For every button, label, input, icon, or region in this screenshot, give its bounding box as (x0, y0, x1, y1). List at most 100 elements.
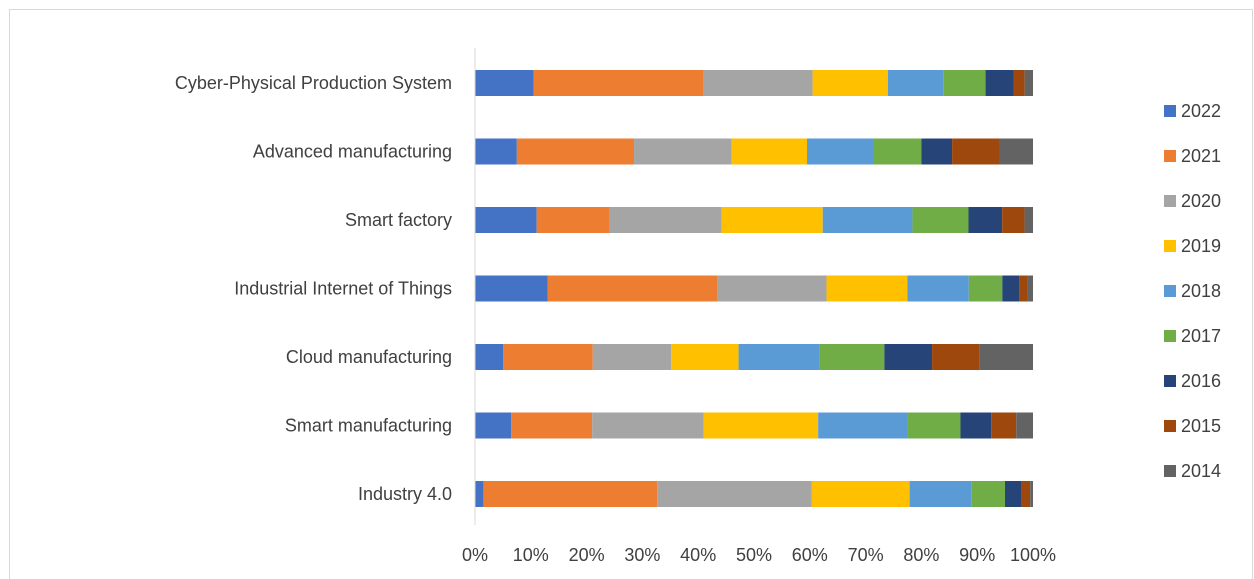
bar-segment-2020 (717, 275, 827, 302)
bar-segment-2017 (971, 481, 1005, 507)
bar-segment-2018 (887, 70, 944, 96)
bar-segment-2019 (812, 70, 888, 96)
legend-swatch-2018 (1164, 285, 1176, 297)
bar-segment-2014 (1024, 207, 1033, 233)
bar-segment-2020 (592, 412, 704, 439)
bar-segment-2016 (921, 138, 953, 165)
bar-segment-2022 (475, 70, 534, 96)
legend-label: 2022 (1181, 101, 1221, 121)
bar-segment-2015 (1002, 207, 1025, 233)
bar-segment-2015 (1013, 70, 1025, 96)
bar-segment-2021 (503, 344, 593, 370)
legend-label: 2019 (1181, 236, 1221, 256)
x-tick-label: 30% (624, 545, 660, 565)
legend-swatch-2017 (1164, 330, 1176, 342)
legend-label: 2015 (1181, 416, 1221, 436)
bar-segment-2017 (907, 412, 961, 439)
bar-segment-2021 (483, 481, 658, 507)
bar-segment-2022 (475, 481, 484, 507)
bar-segment-2019 (721, 207, 823, 233)
bar-segment-2019 (703, 412, 819, 439)
bar-segment-2016 (968, 207, 1003, 233)
bar-segment-2015 (932, 344, 980, 370)
legend-label: 2020 (1181, 191, 1221, 211)
bar-segment-2021 (536, 207, 610, 233)
bar-segment-2014 (1030, 481, 1033, 507)
x-tick-label: 80% (903, 545, 939, 565)
bar-segment-2017 (912, 207, 969, 233)
bar-segment-2022 (475, 138, 517, 165)
bar-segment-2021 (547, 275, 718, 302)
bar-segment-2020 (657, 481, 812, 507)
bar-segment-2021 (511, 412, 593, 439)
legend-swatch-2022 (1164, 105, 1176, 117)
bar-segment-2017 (819, 344, 885, 370)
bar-segment-2016 (985, 70, 1014, 96)
bar-segment-2020 (609, 207, 722, 233)
x-tick-label: 100% (1010, 545, 1056, 565)
legend-swatch-2020 (1164, 195, 1176, 207)
bar-segment-2019 (826, 275, 908, 302)
x-tick-label: 40% (680, 545, 716, 565)
bar-segment-2014 (1016, 412, 1033, 439)
bar-segment-2017 (873, 138, 922, 165)
bar-segment-2016 (884, 344, 933, 370)
x-tick-label: 0% (462, 545, 488, 565)
legend-label: 2016 (1181, 371, 1221, 391)
legend-label: 2021 (1181, 146, 1221, 166)
legend-swatch-2021 (1164, 150, 1176, 162)
bar-segment-2022 (475, 207, 537, 233)
legend-label: 2017 (1181, 326, 1221, 346)
x-tick-label: 90% (959, 545, 995, 565)
bar-segment-2014 (1027, 275, 1033, 302)
x-tick-label: 50% (736, 545, 772, 565)
bar-segment-2014 (979, 344, 1033, 370)
bar-segment-2022 (475, 344, 504, 370)
category-label: Advanced manufacturing (253, 142, 452, 162)
bar-segment-2022 (475, 275, 548, 302)
bar-segment-2020 (592, 344, 672, 370)
x-tick-label: 20% (569, 545, 605, 565)
bar-segment-2015 (991, 412, 1017, 439)
category-labels: Cyber-Physical Production System Advanced… (175, 73, 452, 504)
x-tick-labels: 0% 10% 20% 30% 40% 50% 60% 70% 80% 90% 100% (462, 545, 1056, 565)
bar-segment-2020 (703, 70, 813, 96)
bar-segment-2018 (818, 412, 908, 439)
category-label: Smart manufacturing (285, 416, 452, 436)
bar-segment-2021 (533, 70, 704, 96)
legend-swatch-2014 (1164, 465, 1176, 477)
bar-segment-2018 (822, 207, 913, 233)
legend: 2022 2021 2020 2019 2018 2017 2016 2015 2014 (1164, 101, 1221, 481)
category-label: Industrial Internet of Things (234, 279, 452, 299)
bar-segment-2018 (807, 138, 874, 165)
bar-segment-2015 (1019, 275, 1028, 302)
bar-segment-2020 (634, 138, 732, 165)
category-label: Cloud manufacturing (286, 347, 452, 367)
bar-segment-2017 (943, 70, 986, 96)
bar-segment-2019 (811, 481, 910, 507)
legend-swatch-2019 (1164, 240, 1176, 252)
bar-segment-2016 (1004, 481, 1022, 507)
bar-segment-2018 (738, 344, 820, 370)
bar-segments (475, 70, 1033, 507)
x-tick-label: 70% (848, 545, 884, 565)
x-tick-label: 10% (513, 545, 549, 565)
bar-segment-2015 (1021, 481, 1031, 507)
bar-segment-2014 (1024, 70, 1033, 96)
bar-segment-2016 (1002, 275, 1020, 302)
legend-swatch-2015 (1164, 420, 1176, 432)
chart-frame (9, 9, 1253, 579)
bar-segment-2016 (960, 412, 992, 439)
x-tick-label: 60% (792, 545, 828, 565)
bar-segment-2018 (907, 275, 969, 302)
bar-segment-2014 (999, 138, 1033, 165)
legend-swatch-2016 (1164, 375, 1176, 387)
category-label: Cyber-Physical Production System (175, 73, 452, 93)
category-label: Smart factory (345, 210, 452, 230)
bar-segment-2019 (731, 138, 808, 165)
legend-label: 2018 (1181, 281, 1221, 301)
bar-segment-2018 (909, 481, 972, 507)
bar-segment-2019 (671, 344, 739, 370)
legend-label: 2014 (1181, 461, 1221, 481)
